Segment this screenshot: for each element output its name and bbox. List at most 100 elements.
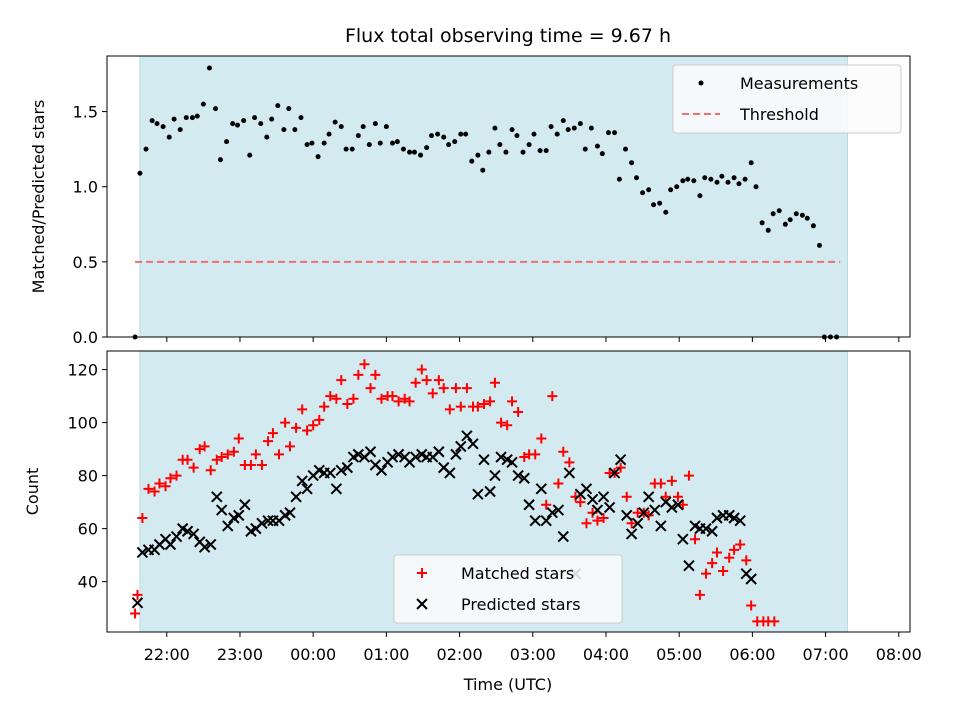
- matched-star-point: [370, 369, 381, 380]
- predicted-star-point: [433, 446, 445, 458]
- measurement-point: [480, 167, 486, 173]
- measurement-point: [160, 124, 166, 130]
- x-tick-label: 04:00: [583, 645, 629, 664]
- matched-star-point: [137, 513, 148, 524]
- matched-star-point: [707, 558, 718, 569]
- measurement-point: [194, 113, 200, 119]
- ratio-legend: Measurements Threshold: [672, 64, 902, 134]
- matched-star-point: [461, 383, 472, 394]
- measurement-point: [269, 116, 275, 122]
- x-tick-label: 01:00: [363, 645, 409, 664]
- measurement-point: [446, 142, 452, 148]
- predicted-star-point: [683, 560, 695, 572]
- predicted-star-point: [256, 517, 268, 530]
- matched-star-point: [285, 441, 295, 452]
- predicted-star-point: [608, 467, 621, 479]
- measurement-point: [651, 202, 657, 208]
- x-axis-label: Time (UTC): [463, 675, 552, 694]
- matched-star-point: [319, 401, 330, 412]
- measurement-point: [776, 208, 782, 214]
- predicted-star-point: [472, 488, 484, 500]
- predicted-star-point: [666, 501, 678, 514]
- measurement-point: [748, 160, 754, 166]
- matched-star-point: [478, 399, 489, 410]
- matched-star-point: [701, 568, 712, 579]
- matched-star-point: [677, 499, 688, 510]
- matched-star-point: [450, 383, 461, 394]
- matched-star-point: [496, 417, 507, 428]
- matched-star-point: [718, 566, 729, 577]
- measurement-point: [599, 151, 605, 157]
- matched-star-point: [143, 483, 154, 494]
- matched-star-point: [171, 470, 182, 481]
- measurement-point: [241, 118, 247, 124]
- measurement-point: [224, 139, 230, 145]
- measurement-point: [736, 181, 742, 187]
- matched-star-point: [553, 478, 564, 489]
- measurement-point: [166, 134, 172, 140]
- measurement-point: [429, 133, 435, 139]
- y-tick-label: 40: [78, 573, 98, 592]
- predicted-star-point: [506, 456, 518, 469]
- measurement-point: [366, 142, 372, 148]
- measurement-point: [629, 160, 635, 166]
- measurement-point: [565, 127, 571, 133]
- measurement-point: [588, 125, 594, 131]
- predicted-star-point: [222, 520, 234, 532]
- matched-star-point: [154, 478, 165, 489]
- measurement-point: [247, 152, 253, 158]
- legend-label: Matched stars: [461, 564, 574, 583]
- predicted-star-point: [597, 491, 610, 503]
- matched-star-point: [222, 449, 233, 460]
- predicted-star-point: [187, 528, 200, 540]
- matched-star-point: [735, 539, 746, 550]
- measurement-point: [714, 179, 720, 185]
- legend-box: [672, 64, 902, 134]
- matched-star-point: [530, 449, 541, 460]
- measurement-point: [171, 116, 177, 122]
- matched-star-point: [438, 383, 449, 394]
- measurement-point: [560, 118, 566, 124]
- matched-star-point: [325, 391, 336, 402]
- ratio-panel-frame: [106, 55, 911, 338]
- predicted-star-point: [625, 528, 638, 540]
- measurement-point: [612, 130, 618, 136]
- predicted-star-point: [745, 573, 757, 585]
- measurement-point: [582, 146, 588, 152]
- matched-star-point: [421, 375, 432, 386]
- predicted-star-point: [136, 546, 149, 559]
- matched-star-point: [672, 491, 683, 502]
- measurement-point: [143, 146, 149, 152]
- measurement-point: [411, 149, 417, 155]
- predicted-star-point: [352, 448, 365, 461]
- measurement-point: [605, 130, 611, 136]
- measurement-point: [189, 115, 195, 121]
- measurement-point: [377, 140, 383, 146]
- measurement-point: [810, 223, 816, 229]
- matched-star-point: [724, 552, 735, 563]
- matched-star-point: [256, 459, 267, 470]
- matched-star-point: [233, 433, 244, 444]
- predicted-star-point: [484, 485, 496, 498]
- matched-star-point: [160, 481, 171, 492]
- measurement-point: [759, 220, 765, 226]
- matched-star-point: [228, 446, 239, 457]
- measurement-point: [213, 106, 219, 112]
- matched-star-point: [302, 425, 313, 436]
- count-legend: Matched stars Predicted stars: [393, 554, 623, 624]
- matched-star-point: [188, 462, 199, 473]
- count-panel: 40 60 80 100 120 22:00 23:00 00:00 01:00 02:00 03…: [23, 350, 922, 664]
- legend-label: Measurements: [740, 74, 858, 93]
- matched-star-point: [472, 401, 483, 412]
- matched-star-point: [348, 393, 359, 404]
- measurement-point: [338, 124, 344, 130]
- matched-star-point: [547, 391, 558, 402]
- predicted-star-point: [655, 520, 667, 532]
- predicted-star-point: [711, 512, 723, 524]
- matched-star-point: [274, 449, 285, 460]
- measurement-point: [731, 175, 737, 181]
- predicted-star-point: [649, 504, 661, 516]
- measurement-point: [424, 145, 430, 151]
- matched-star-point: [267, 428, 278, 439]
